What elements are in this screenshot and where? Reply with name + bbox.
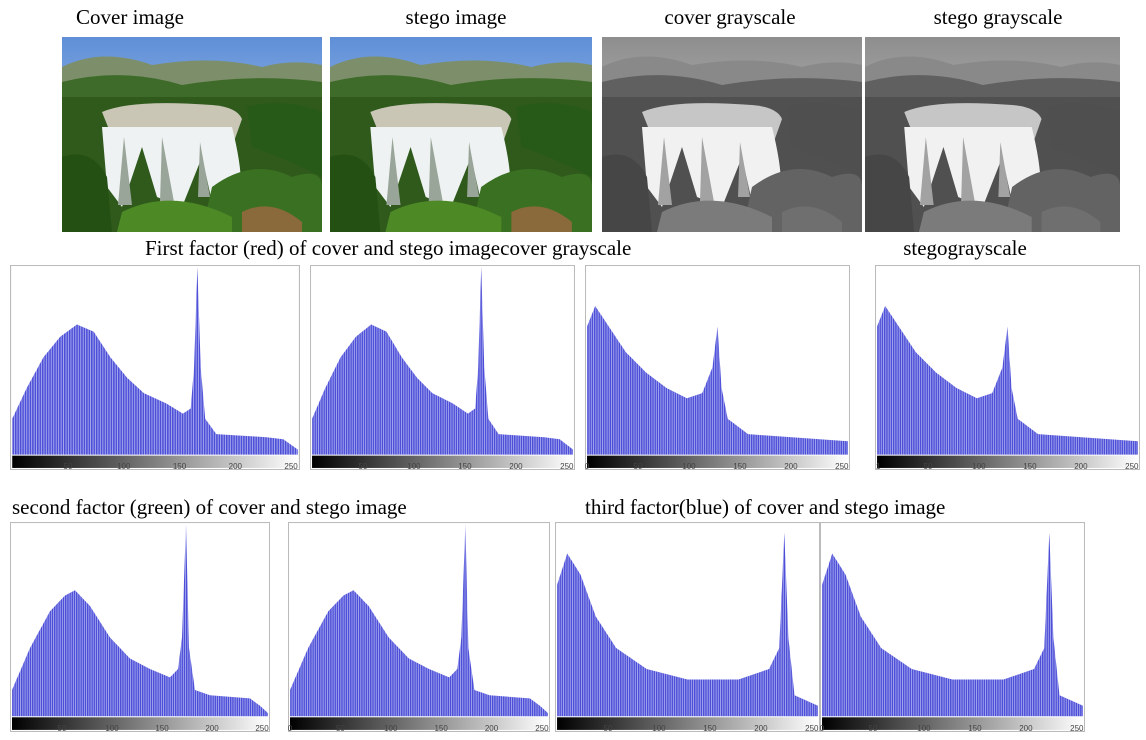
tick-label: 250 [1070,724,1084,733]
tick-label: 200 [205,724,219,733]
caption: stego image [406,5,507,29]
caption: cover grayscale [500,236,631,260]
tick-label: 200 [754,724,768,733]
cover-grayscale-image [602,37,862,232]
caption: First factor (red) of cover and stego im… [145,236,500,260]
tick-label: 200 [784,462,798,471]
cover-image [62,37,322,232]
tick-label: 200 [485,724,499,733]
tick-label: 250 [255,724,269,733]
tick-label: 150 [434,724,448,733]
tick-label: 250 [1125,462,1139,471]
tick-label: 50 [869,724,878,733]
histogram: 1 50 100 150 200 250 [876,266,1140,471]
histogram: 50 100 150 200 250 [311,266,575,471]
tick-label: 100 [105,724,119,733]
histogram: 0 50 100 150 200 250 [585,266,850,471]
histogram: 50 100 150 200 250 [11,266,300,471]
tick-label: 50 [64,462,73,471]
histogram: 50 100 150 200 250 [11,523,270,733]
tick-label: 0 [288,724,293,733]
tick-label: 200 [229,462,243,471]
caption: cover grayscale [664,5,795,29]
tick-label: 200 [1019,724,1033,733]
tick-label: 50 [359,462,368,471]
tick-label: 50 [336,724,345,733]
caption: stego grayscale [934,5,1063,29]
tick-label: 150 [733,462,747,471]
tick-label: 200 [509,462,523,471]
tick-label: 100 [407,462,421,471]
caption: second factor (green) of cover and stego… [12,495,407,519]
tick-label: 150 [155,724,169,733]
stego-grayscale-image [865,37,1120,232]
tick-label: 250 [835,462,849,471]
tick-label: 150 [703,724,717,733]
caption: First factor (red) of cover and stego im… [145,236,631,260]
tick-label: 100 [972,462,986,471]
tick-label: 200 [1074,462,1088,471]
caption: Cover image [76,5,184,29]
tick-label: 50 [604,724,613,733]
tick-label: 150 [173,462,187,471]
tick-label: 0 [585,462,590,471]
tick-label: 50 [924,462,933,471]
tick-label: 100 [917,724,931,733]
tick-label: 250 [560,462,574,471]
tick-label: 100 [384,724,398,733]
caption: third factor(blue) of cover and stego im… [585,495,945,519]
tick-label: 50 [634,462,643,471]
tick-label: 100 [117,462,131,471]
tick-label: 250 [805,724,819,733]
histogram: 0 50 100 150 200 250 [820,523,1085,733]
histogram: 50 100 150 200 250 [556,523,820,733]
stego-image [330,37,592,232]
caption: stegograyscale [903,236,1027,260]
tick-label: 1 [876,462,881,471]
tick-label: 100 [682,462,696,471]
histogram: 0 50 100 150 200 250 [288,523,550,733]
tick-label: 0 [820,724,825,733]
tick-label: 250 [284,462,298,471]
tick-label: 100 [652,724,666,733]
tick-label: 150 [1023,462,1037,471]
tick-label: 250 [535,724,549,733]
tick-label: 50 [58,724,67,733]
tick-label: 150 [458,462,472,471]
tick-label: 150 [968,724,982,733]
